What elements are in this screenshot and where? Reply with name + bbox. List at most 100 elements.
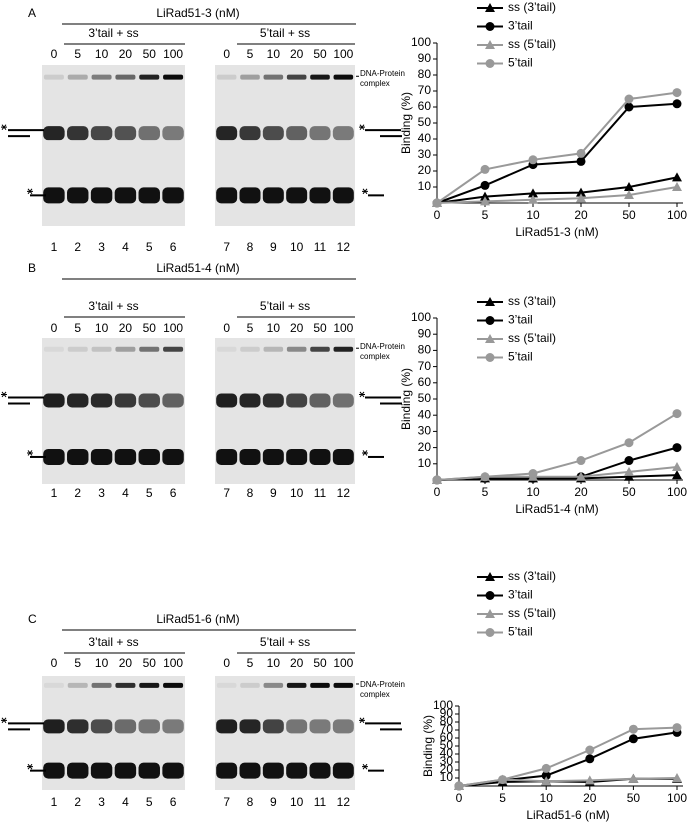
data-point [624,466,634,476]
ss-band [162,448,184,465]
y-tick-label: 90 [440,706,454,720]
data-point [624,471,634,481]
y-tick-label: 60 [418,375,432,389]
y-tick-label: 60 [418,99,432,113]
gel [42,65,185,226]
concentration: 0 [51,656,58,670]
duplex-band [67,126,89,141]
complex-band [67,346,88,352]
data-point [628,734,638,744]
complex-band [240,74,260,80]
lane-number: 5 [146,486,153,500]
legend-label: ss (5’tail) [508,37,556,51]
ss-band [67,762,89,779]
complex-band [263,346,284,352]
x-tick-label: 10 [540,791,554,805]
lane-number: 2 [74,486,81,500]
duplex-band [162,719,184,734]
concentration: 100 [333,321,353,335]
y-axis-label: Binding (%) [399,92,413,154]
y-tick-label: 90 [418,51,432,65]
concentration: 100 [333,47,353,61]
data-point [672,409,682,419]
ss-band [114,762,137,779]
x-axis-label: LiRad51-4 (nM) [515,502,598,516]
ss-band [43,448,65,465]
duplex-symbol [365,722,402,731]
data-point [624,102,634,112]
complex-band [263,682,284,688]
duplex-band [43,719,65,734]
legend-label: ss (5’tail) [508,331,556,345]
x-tick-label: 10 [526,208,540,222]
complex-band [43,346,64,352]
lane-number: 3 [98,795,105,809]
concentration: 20 [119,47,133,61]
complex-band [216,74,237,80]
ss-band [162,762,184,779]
lane-number: 7 [223,795,230,809]
complex-band [286,74,307,80]
data-point [528,155,538,165]
lane-number: 6 [170,486,177,500]
group-label: 5’tail + ss [260,635,310,649]
complex-band [115,682,136,688]
data-point [672,99,682,109]
duplex-symbol [8,396,44,405]
gel [215,338,355,484]
duplex-band [239,126,261,141]
duplex-band [90,126,113,141]
duplex-band [286,393,308,408]
ss-band [309,762,331,779]
ss-band [309,187,331,204]
lane-number: 12 [337,240,351,254]
y-tick-label: 100 [433,698,453,712]
ss-band [262,187,284,204]
concentration: 20 [290,47,304,61]
asterisk [362,188,368,195]
concentration: 20 [119,656,133,670]
complex-band [310,74,330,80]
legend-marker [485,591,495,600]
complex-band [139,346,160,352]
ss-band [286,448,308,465]
asterisk [362,450,368,456]
legend-marker [485,22,495,31]
duplex-band [216,719,238,734]
x-tick-label: 50 [622,485,636,499]
asterisk [1,124,7,130]
concentration: 20 [290,656,304,670]
data-point [624,438,634,448]
duplex-band [286,126,308,141]
concentration: 20 [290,321,304,335]
x-tick-label: 5 [499,791,506,805]
complex-band [91,682,112,688]
data-point [432,475,442,485]
data-point [585,754,595,764]
ss-band [138,762,160,779]
data-point [672,470,682,480]
y-tick-label: 10 [418,456,432,470]
complex-band [115,346,136,352]
duplex-band [114,719,137,734]
complex-label: DNA-Protein complex [360,69,405,88]
asterisk [1,717,7,724]
ss-band [114,448,137,465]
duplex-band [90,393,113,408]
duplex-band [309,126,331,141]
duplex-band [216,393,238,408]
legend-label: 5’tail [508,350,533,364]
legend-marker [485,334,495,343]
concentration: 0 [223,47,230,61]
complex-band [286,346,307,352]
y-tick-label: 100 [411,35,431,49]
complex-band [240,346,260,352]
y-tick-label: 30 [440,754,454,768]
concentration: 50 [313,321,327,335]
ss-band [138,187,160,204]
concentration: 50 [313,656,327,670]
concentration: 10 [267,47,281,61]
y-tick-label: 80 [418,343,432,357]
data-point [528,188,538,198]
complex-label: DNA-Protein complex [360,680,405,699]
